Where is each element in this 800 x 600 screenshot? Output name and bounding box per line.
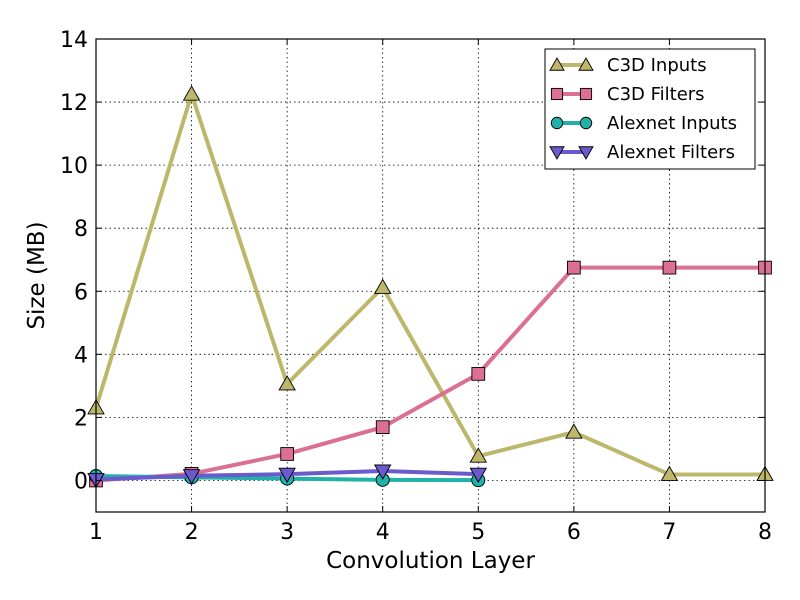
data-point <box>565 423 583 439</box>
legend-label: Alexnet Inputs <box>607 113 737 134</box>
y-tick-label: 6 <box>74 280 88 305</box>
y-tick-label: 10 <box>60 154 88 179</box>
legend-marker <box>550 87 564 101</box>
data-point <box>182 85 201 101</box>
legend: C3D Inputs C3D Filters Alexnet Inputs Alexn… <box>544 48 756 170</box>
data-point <box>469 447 488 463</box>
x-tick-label: 4 <box>376 520 390 545</box>
data-point <box>280 447 294 461</box>
data-point <box>567 260 581 275</box>
x-tick-label: 8 <box>758 520 772 545</box>
legend-item: C3D Inputs <box>549 55 707 76</box>
x-tick-label: 3 <box>280 520 294 545</box>
legend-item: C3D Filters <box>550 84 705 105</box>
x-tick-label: 7 <box>662 520 676 545</box>
series-line <box>95 265 765 483</box>
y-tick-label: 2 <box>74 406 88 431</box>
legend-label: Alexnet Filters <box>607 142 735 163</box>
legend-marker <box>578 146 594 160</box>
plot-frame <box>95 38 766 513</box>
legend-marker <box>549 146 565 160</box>
x-tick-label: 2 <box>185 520 199 545</box>
y-axis-title: Size (MB) <box>24 221 50 329</box>
series-group <box>87 85 774 489</box>
data-point <box>469 467 488 484</box>
legend-label: C3D Inputs <box>607 55 707 76</box>
data-point <box>182 469 201 485</box>
legend-item: Alexnet Filters <box>549 142 735 163</box>
legend-label: C3D Filters <box>607 84 705 105</box>
x-tick-label: 5 <box>471 520 485 545</box>
data-point <box>373 464 392 480</box>
y-tick-label: 12 <box>60 91 88 116</box>
y-tick-label: 4 <box>74 343 88 368</box>
legend-marker <box>579 87 593 101</box>
y-tick-label: 8 <box>74 217 88 242</box>
y-tick-label: 14 <box>60 28 88 53</box>
data-point <box>373 278 392 294</box>
data-point <box>375 420 390 435</box>
data-point <box>471 367 486 381</box>
data-point <box>278 375 296 391</box>
y-tick-label: 0 <box>74 469 88 494</box>
x-tick-label: 6 <box>567 520 581 545</box>
data-point <box>662 260 677 275</box>
series-line <box>94 92 765 477</box>
legend-marker <box>549 57 565 71</box>
legend-item: Alexnet Inputs <box>550 113 737 134</box>
legend-marker <box>578 57 594 71</box>
data-point <box>660 465 679 481</box>
legend-marker <box>579 116 593 130</box>
x-tick-label: 1 <box>89 520 103 545</box>
x-axis-title: Convolution Layer <box>326 548 535 574</box>
legend-marker <box>550 116 564 130</box>
data-point <box>278 467 296 484</box>
